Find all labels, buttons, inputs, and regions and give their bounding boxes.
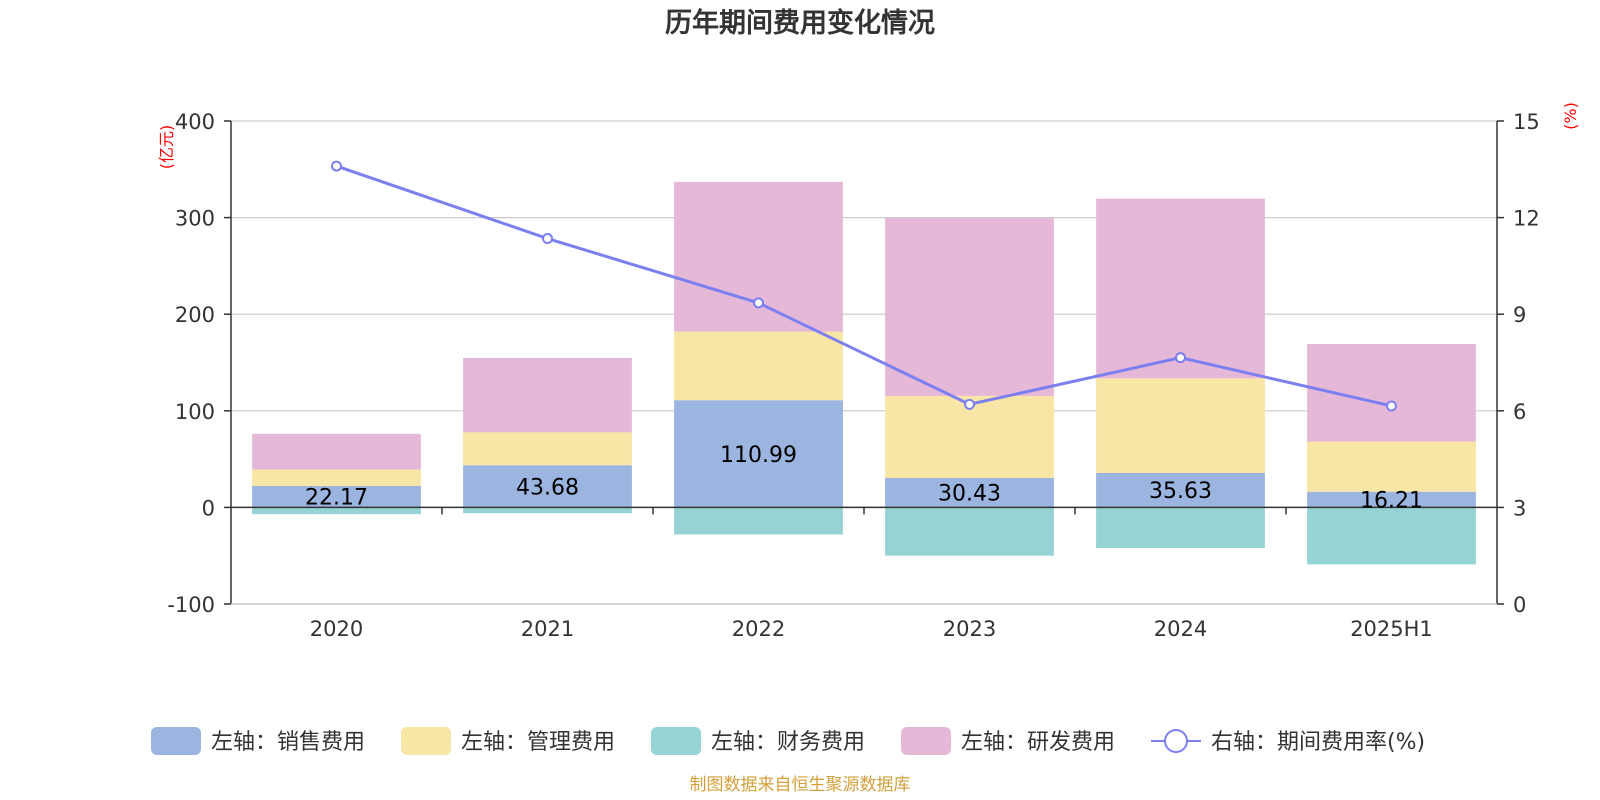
left-tick-label: 400	[175, 110, 215, 134]
left-tick-label: -100	[167, 593, 215, 617]
bar-segment	[1096, 472, 1265, 508]
legend-label: 左轴：财务费用	[711, 730, 865, 755]
gridlines	[231, 120, 1497, 412]
right-tick-label: 0	[1513, 593, 1526, 617]
bar-segment	[674, 400, 843, 508]
bar-segment	[1096, 507, 1265, 548]
x-tick-label: 2025H1	[1350, 617, 1433, 641]
legend-label: 右轴：期间费用率(%)	[1211, 730, 1425, 755]
bar-segment	[252, 485, 421, 508]
legend-line-marker	[1164, 729, 1188, 753]
legend-swatch	[401, 727, 451, 755]
bar-segment	[885, 478, 1054, 508]
legend-swatch	[151, 727, 201, 755]
x-tick-label: 2020	[310, 617, 363, 641]
legend-swatch	[901, 727, 951, 755]
left-tick-label: 300	[175, 207, 215, 231]
bar-segment	[463, 507, 632, 514]
left-axis-unit: (亿元)	[157, 125, 176, 170]
right-tick-label: 9	[1513, 303, 1526, 327]
bar-data-label: 43.68	[516, 475, 579, 500]
bar-segment	[252, 433, 421, 470]
bar-segment	[1307, 507, 1476, 565]
x-tick-label: 2023	[943, 617, 996, 641]
bar-segment	[1307, 441, 1476, 492]
rate-point	[1386, 400, 1397, 412]
legend: 左轴：销售费用 左轴：管理费用 左轴：财务费用 左轴：研发费用 右轴：期间费用率(%)	[151, 727, 1425, 755]
bar-series	[252, 181, 1476, 565]
bar-segment	[463, 465, 632, 508]
left-tick-label: 0	[202, 496, 215, 520]
rate-point	[542, 233, 553, 245]
rate-point	[1175, 352, 1186, 364]
source-note: 制图数据来自恒生聚源数据库	[690, 775, 911, 795]
left-tick-label: 100	[175, 400, 215, 424]
rate-point	[331, 160, 342, 172]
right-tick-label: 15	[1513, 110, 1540, 134]
axes: 400 300 200 100 0 -100 15 12 9 6 3 0 2020 2021 2022 202…	[167, 110, 1539, 641]
x-tick-label: 2021	[521, 617, 574, 641]
right-tick-label: 3	[1513, 496, 1526, 520]
chart-title: 历年期间费用变化情况	[665, 7, 935, 39]
data-labels: 22.17 43.68 110.99 30.43 35.63 16.21	[305, 443, 1423, 514]
bar-segment	[674, 507, 843, 535]
bar-data-label: 16.21	[1360, 489, 1423, 514]
rate-line-series	[331, 160, 1397, 412]
bar-segment	[252, 469, 421, 486]
bar-segment	[463, 432, 632, 466]
bar-segment	[1096, 378, 1265, 473]
bar-segment	[674, 331, 843, 401]
x-tick-label: 2024	[1154, 617, 1207, 641]
bar-segment	[1307, 491, 1476, 508]
legend-swatch	[651, 727, 701, 755]
bar-segment	[252, 507, 421, 515]
rate-point	[964, 398, 975, 410]
right-axis-unit: (%)	[1561, 102, 1580, 130]
legend-label: 左轴：销售费用	[211, 730, 365, 755]
bar-segment	[885, 507, 1054, 556]
legend-label: 左轴：管理费用	[461, 730, 615, 755]
bar-data-label: 110.99	[720, 443, 797, 468]
bar-data-label: 35.63	[1149, 479, 1212, 504]
bar-segment	[463, 357, 632, 433]
bar-segment	[674, 181, 843, 332]
x-tick-label: 2022	[732, 617, 785, 641]
legend-label: 左轴：研发费用	[961, 730, 1115, 755]
right-tick-label: 6	[1513, 400, 1526, 424]
rate-point	[753, 297, 764, 309]
right-tick-label: 12	[1513, 207, 1540, 231]
left-tick-label: 200	[175, 303, 215, 327]
bar-data-label: 22.17	[305, 486, 368, 511]
rate-line	[336, 164, 1392, 408]
bar-data-label: 30.43	[938, 482, 1001, 507]
bar-segment	[1096, 198, 1265, 379]
bar-segment	[885, 218, 1054, 396]
